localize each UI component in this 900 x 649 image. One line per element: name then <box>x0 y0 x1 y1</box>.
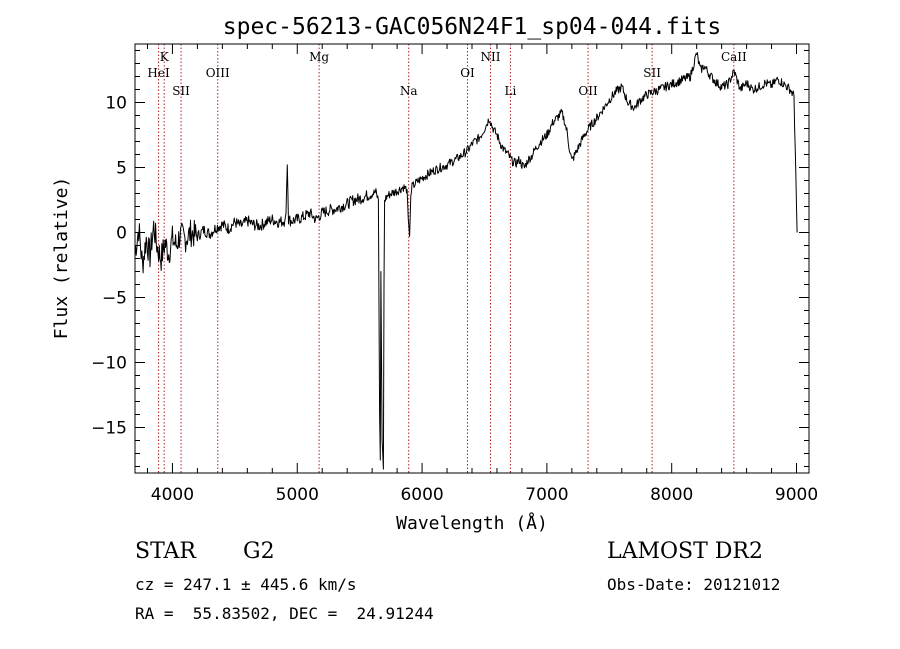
y-axis-label: Flux (relative) <box>51 177 72 340</box>
spectral-line-label: OI <box>460 66 475 80</box>
y-tick-label: −15 <box>91 419 127 439</box>
y-tick-label: 0 <box>116 224 127 244</box>
spectral-line-label: Mg <box>309 50 329 64</box>
x-tick-label: 4000 <box>151 485 194 505</box>
x-tick-label: 5000 <box>276 485 319 505</box>
spectral-line-label: SII <box>643 66 661 80</box>
spectral-line-label: SII <box>172 84 190 98</box>
spectral-line-label: NII <box>480 50 500 64</box>
y-tick-label: 10 <box>105 94 127 114</box>
spectral-line-label: OIII <box>206 66 230 80</box>
redshift-line: cz = 247.1 ± 445.6 km/s <box>135 575 357 594</box>
obs-date: Obs-Date: 20121012 <box>607 575 781 594</box>
x-axis-label: Wavelength (Å) <box>396 512 548 534</box>
chart-title: spec-56213-GAC056N24F1_sp04-044.fits <box>223 14 722 40</box>
spectrum-line <box>134 52 798 470</box>
object-class: STAR <box>135 539 196 564</box>
spectral-line-label: OII <box>578 84 598 98</box>
x-tick-label: 9000 <box>775 485 818 505</box>
coordinates-line: RA = 55.83502, DEC = 24.91244 <box>135 604 434 623</box>
spectral-line-label: Na <box>400 84 418 98</box>
x-tick-label: 6000 <box>400 485 443 505</box>
y-tick-label: −5 <box>102 289 127 309</box>
spectral-line-label: K <box>160 50 170 64</box>
y-tick-label: 5 <box>116 159 127 179</box>
x-tick-label: 7000 <box>525 485 568 505</box>
spectral-line-label: CaII <box>721 50 747 64</box>
survey-name: LAMOST DR2 <box>607 539 763 564</box>
spectral-line-label: HeI <box>147 66 170 80</box>
plot-frame <box>134 43 810 474</box>
x-tick-label: 8000 <box>650 485 693 505</box>
y-tick-label: −10 <box>91 354 127 374</box>
object-subclass: G2 <box>243 539 275 564</box>
spectral-line-label: Li <box>505 84 517 98</box>
